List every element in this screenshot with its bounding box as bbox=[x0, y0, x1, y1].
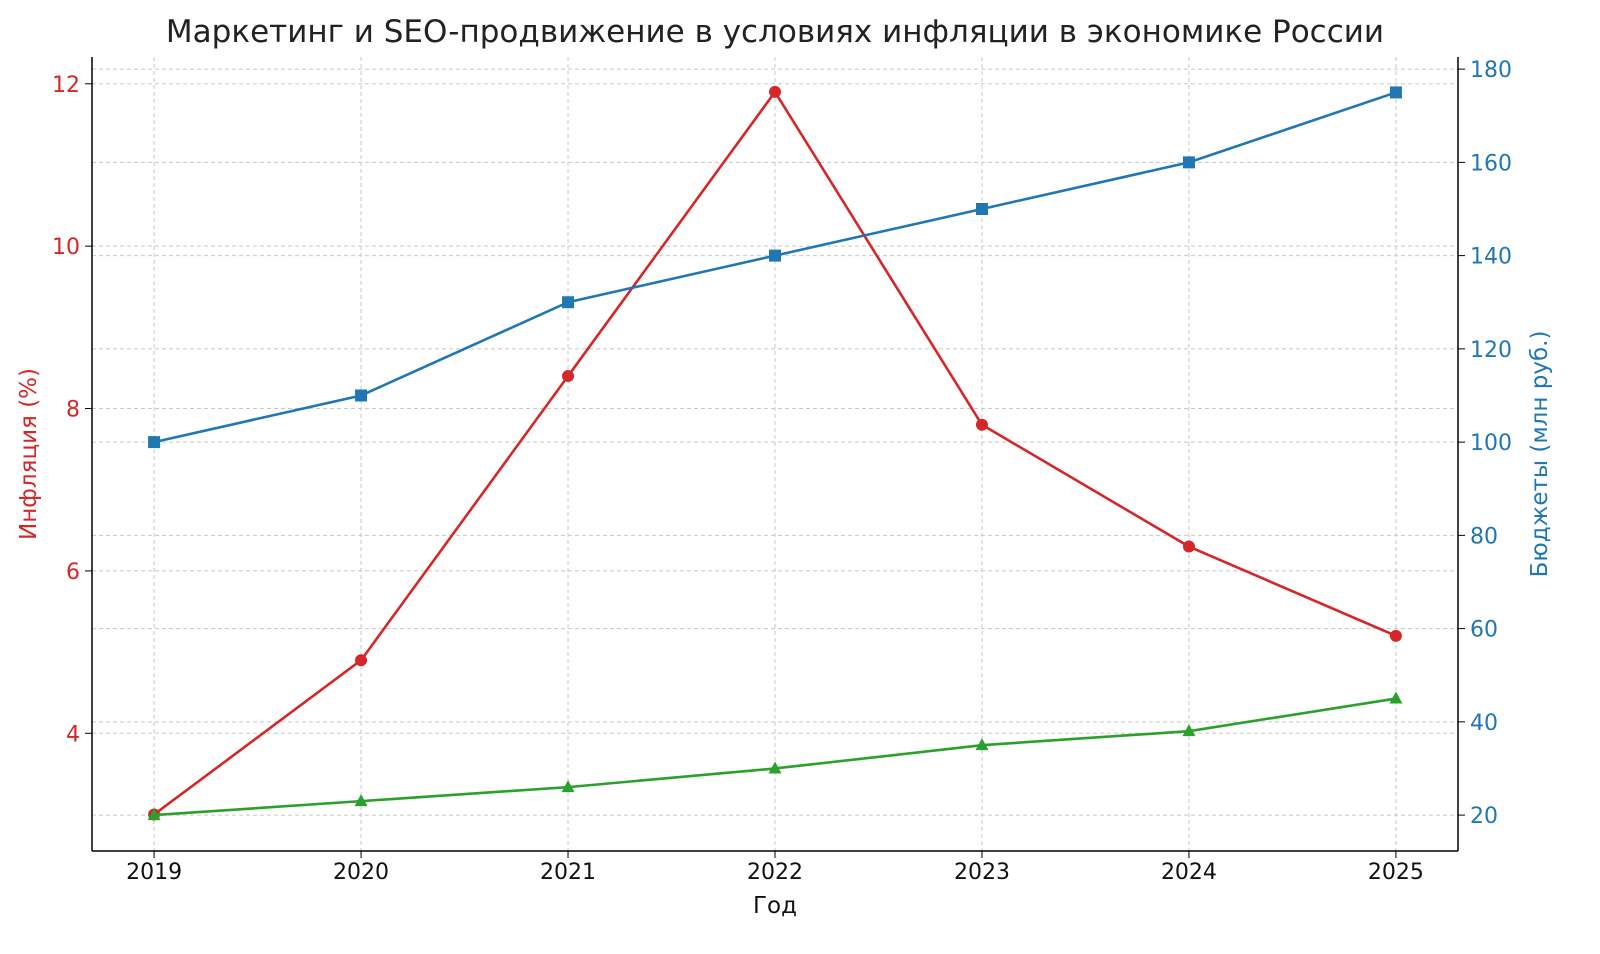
data-point-square bbox=[1389, 86, 1402, 99]
series-group bbox=[147, 85, 1403, 821]
left-y-tick-label: 4 bbox=[66, 722, 80, 747]
data-point-circle bbox=[1182, 540, 1195, 553]
x-tick-label: 2019 bbox=[126, 860, 182, 885]
left-y-axis-label: Инфляция (%) bbox=[16, 368, 42, 540]
right-y-tick-label: 180 bbox=[1470, 58, 1512, 83]
data-point-circle bbox=[769, 85, 781, 98]
data-point-triangle bbox=[1389, 691, 1403, 704]
x-axis-label: Год bbox=[753, 893, 797, 919]
data-point-square bbox=[148, 436, 161, 449]
x-tick-label: 2024 bbox=[1161, 860, 1217, 885]
right-y-tick-label: 100 bbox=[1470, 431, 1512, 456]
data-point-circle bbox=[975, 418, 988, 431]
data-point-square bbox=[975, 202, 988, 215]
left-y-tick-label: 12 bbox=[52, 73, 80, 98]
x-tick-label: 2020 bbox=[333, 860, 389, 885]
data-point-circle bbox=[1389, 629, 1402, 642]
right-y-tick-label: 80 bbox=[1470, 524, 1498, 549]
right-y-tick-label: 140 bbox=[1470, 245, 1512, 270]
data-point-square bbox=[1182, 156, 1195, 169]
right-y-tick-label: 120 bbox=[1470, 338, 1512, 363]
data-point-square bbox=[562, 296, 575, 309]
right-y-tick-label: 160 bbox=[1470, 151, 1512, 176]
data-point-circle bbox=[562, 370, 575, 383]
data-point-square bbox=[769, 249, 781, 262]
x-tick-label: 2021 bbox=[540, 860, 596, 885]
data-point-triangle bbox=[1182, 724, 1196, 737]
axes: 2019 2020 2021 2022 2023 2024 2025 4 6 8 10 12 20 40 6… bbox=[52, 57, 1512, 885]
right-y-tick-label: 60 bbox=[1470, 618, 1498, 643]
data-point-square bbox=[355, 389, 368, 402]
right-y-tick-label: 20 bbox=[1470, 804, 1498, 829]
left-y-tick-label: 8 bbox=[66, 398, 80, 423]
x-tick-label: 2023 bbox=[954, 860, 1010, 885]
data-point-triangle bbox=[147, 808, 161, 821]
data-point-triangle bbox=[561, 780, 575, 793]
data-point-triangle bbox=[354, 794, 368, 807]
x-tick-label: 2025 bbox=[1368, 860, 1424, 885]
data-point-circle bbox=[355, 654, 368, 667]
left-y-tick-label: 6 bbox=[66, 560, 80, 585]
data-point-triangle bbox=[975, 738, 989, 751]
left-y-tick-label: 10 bbox=[52, 235, 80, 260]
data-point-triangle bbox=[768, 761, 782, 774]
grid bbox=[92, 57, 1458, 851]
x-tick-label: 2022 bbox=[747, 860, 803, 885]
right-y-tick-label: 40 bbox=[1470, 711, 1498, 736]
chart-title: Маркетинг и SEO-продвижение в условиях и… bbox=[166, 14, 1384, 50]
right-y-axis-label: Бюджеты (млн руб.) bbox=[1527, 331, 1553, 578]
